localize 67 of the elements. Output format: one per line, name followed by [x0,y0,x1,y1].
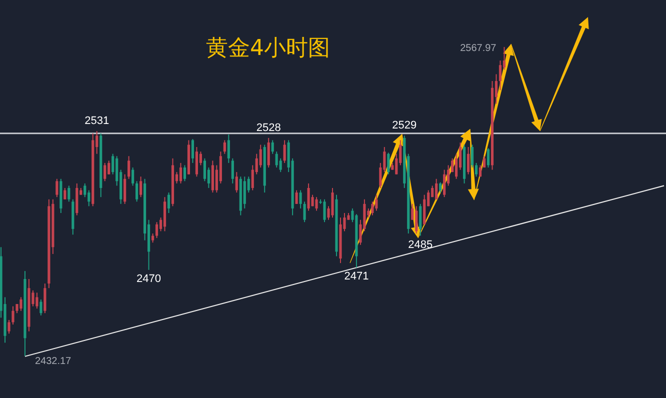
candlestick [371,201,374,216]
candlestick [183,164,186,182]
candlestick [259,144,262,168]
annotation: 2529 [392,120,417,132]
candlestick [195,146,198,178]
candlestick [375,194,378,212]
candlestick [415,206,418,234]
candlestick [203,158,206,182]
candlestick [486,148,490,168]
candlestick [167,192,170,214]
candlestick [474,162,478,178]
candlestick [227,134,230,164]
candlestick [439,182,442,194]
candlestick [295,190,298,204]
candlestick [231,158,234,184]
candlestick [470,144,474,168]
candlestick [498,60,502,91]
candlestick [191,138,194,164]
candlestick [223,140,226,154]
annotation: 2470 [136,272,162,285]
annotation: 2531 [84,115,110,128]
candlestick [151,232,154,244]
candlestick [271,140,274,154]
candlestick [135,180,138,202]
annotation: 2485 [408,238,433,251]
candlestick [243,176,246,209]
candlestick [435,178,438,200]
annotation: 2432.17 [34,356,72,367]
candlestick [124,174,126,204]
candlestick [179,162,182,184]
candlestick [139,176,142,198]
candlestick [419,203,422,236]
candlestick [155,222,158,239]
annotation: 2471 [344,270,369,283]
candlestick [8,319,10,334]
candlestick [84,182,86,198]
candlestick [88,190,90,207]
candlestick [36,292,38,310]
candlestick [283,140,286,164]
candlestick [315,196,318,212]
candlestick [20,296,22,312]
candlestick [299,190,302,209]
candlestick [466,146,470,175]
candlestick [40,298,42,316]
candlestick [108,160,110,175]
annotation: 2528 [256,122,281,134]
candlestick [307,182,310,212]
candlestick [235,172,238,194]
candlestick [64,187,66,200]
candlestick [303,201,306,223]
candlestick [104,162,106,182]
candlestick [331,187,334,218]
candlestick [128,156,130,180]
candlestick [267,137,270,168]
candlestick [275,151,278,168]
candlestick [279,158,282,173]
candlestick [68,185,70,202]
candlestick [56,178,58,198]
candlestick [323,198,326,223]
annotation: 2567.97 [460,42,497,54]
candlestick [443,169,446,198]
candlestick [387,152,390,175]
chart-title: 黄金4小时图 [206,36,330,61]
candlestick [12,306,14,326]
candlestick [16,304,18,314]
candlestick [44,283,46,314]
candlestick [132,167,134,186]
